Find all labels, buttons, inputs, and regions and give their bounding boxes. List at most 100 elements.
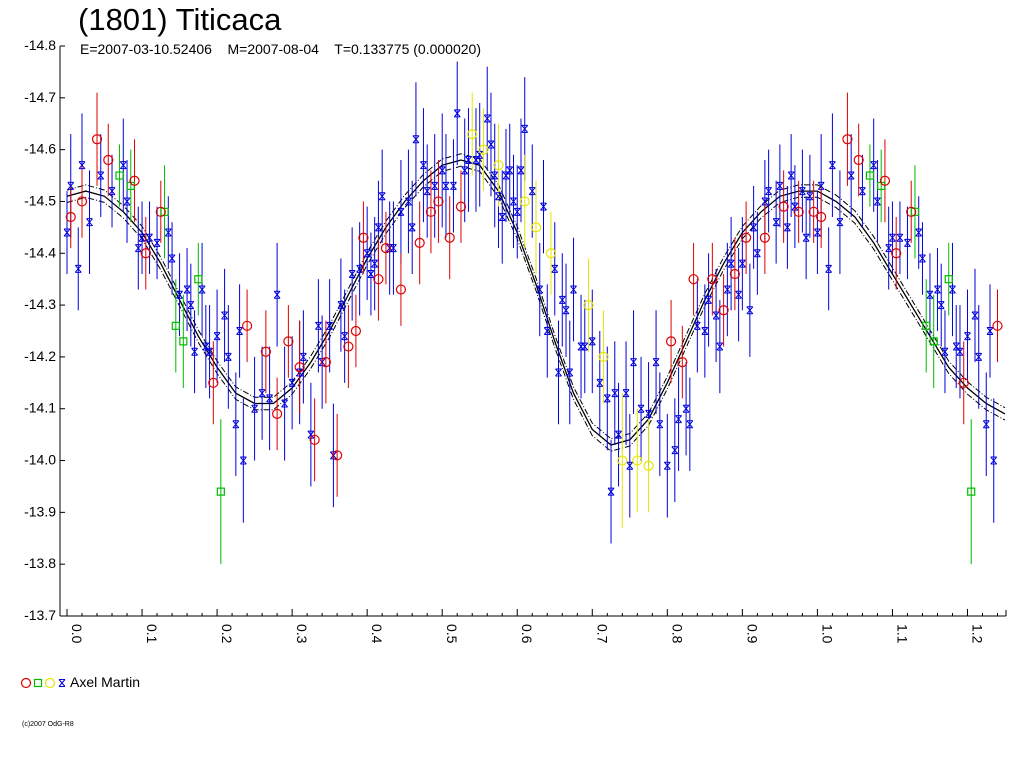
- data-point: [637, 404, 645, 413]
- data-point: [465, 156, 472, 164]
- data-point: [712, 311, 720, 320]
- y-tick-label: -13.8: [24, 555, 56, 571]
- data-point: [941, 347, 949, 356]
- data-point: [216, 487, 225, 496]
- data-point: [853, 154, 864, 166]
- data-point: [967, 487, 976, 496]
- data-point: [146, 233, 153, 242]
- data-point: [461, 166, 469, 175]
- data-point: [65, 211, 76, 223]
- data-point: [213, 332, 221, 341]
- data-point: [617, 455, 628, 466]
- data-point: [778, 201, 789, 212]
- data-point: [288, 378, 296, 387]
- data-point: [390, 244, 397, 253]
- fit-lower-bound: [66, 165, 1006, 452]
- y-tick-label: -14.1: [24, 400, 56, 416]
- data-point: [729, 268, 740, 280]
- data-point: [202, 342, 210, 351]
- data-point: [371, 259, 379, 268]
- data-point: [727, 259, 735, 268]
- data-point: [194, 275, 203, 284]
- legend-symbols: [20, 677, 66, 689]
- data-point: [521, 124, 529, 133]
- data-point: [187, 301, 195, 310]
- x-tick-label: 1.2: [969, 624, 985, 644]
- data-point: [926, 290, 934, 299]
- data-point: [367, 270, 375, 278]
- data-point: [337, 301, 345, 310]
- data-point: [558, 295, 566, 304]
- data-point: [842, 134, 853, 145]
- data-point: [115, 171, 124, 180]
- data-point: [358, 232, 369, 243]
- data-point: [562, 306, 570, 315]
- data-point: [348, 270, 356, 278]
- data-point: [405, 197, 412, 206]
- data-point: [103, 154, 114, 166]
- data-point: [206, 347, 213, 356]
- data-point: [63, 228, 71, 237]
- data-point: [707, 274, 718, 285]
- data-point: [645, 409, 652, 418]
- data-point: [160, 207, 169, 216]
- data-point: [239, 456, 247, 465]
- data-point: [665, 336, 677, 347]
- y-tick-label: -13.7: [24, 607, 56, 623]
- chart-title: (1801) Titicaca: [78, 2, 282, 37]
- data-point: [598, 351, 609, 363]
- data-point: [632, 455, 643, 466]
- data-point: [738, 259, 746, 268]
- data-point: [663, 461, 671, 470]
- data-point: [444, 232, 455, 243]
- data-point: [686, 420, 694, 429]
- data-point: [414, 237, 425, 249]
- data-point: [281, 399, 288, 408]
- data-point: [922, 321, 931, 330]
- data-point: [453, 109, 461, 118]
- data-point: [455, 201, 467, 212]
- data-point: [315, 321, 322, 330]
- data-point: [495, 192, 502, 201]
- data-point: [891, 248, 902, 259]
- data-point: [944, 275, 953, 284]
- axes: -14.8 -14.7 -14.6 -14.5 -14.4 -14.3 -14.2 -14.1…: [24, 37, 1007, 644]
- x-tick-label: 0.1: [144, 624, 160, 644]
- data-point: [283, 336, 294, 347]
- data-point: [530, 222, 542, 233]
- data-point: [772, 218, 780, 227]
- data-point: [675, 415, 682, 424]
- data-point: [378, 192, 386, 201]
- y-tick-label: -14.0: [24, 452, 56, 468]
- data-point: [420, 161, 427, 170]
- data-point: [847, 171, 855, 180]
- data-point: [179, 337, 188, 346]
- data-point: [191, 347, 198, 356]
- data-point: [975, 352, 983, 361]
- data-point: [791, 202, 799, 211]
- data-point: [735, 290, 742, 299]
- data-point: [423, 187, 431, 196]
- data-point: [761, 197, 769, 206]
- data-point: [879, 175, 891, 186]
- y-tick-label: -14.7: [24, 89, 56, 105]
- data-point: [386, 244, 394, 253]
- data-point: [119, 161, 127, 170]
- data-points: [63, 109, 1003, 496]
- data-point: [272, 408, 283, 420]
- data-point: [596, 378, 604, 387]
- data-point: [793, 206, 804, 217]
- data-point: [332, 450, 343, 461]
- data-point: [759, 232, 770, 243]
- data-point: [431, 181, 439, 190]
- data-point: [836, 218, 844, 227]
- data-point: [652, 358, 660, 367]
- data-point: [309, 434, 320, 445]
- y-tick-label: -14.5: [24, 192, 56, 208]
- data-point: [343, 341, 354, 352]
- fit-upper-bound: [66, 153, 1006, 440]
- data-point: [536, 285, 544, 294]
- data-point: [919, 254, 926, 263]
- data-point: [718, 305, 729, 316]
- data-point: [97, 171, 105, 180]
